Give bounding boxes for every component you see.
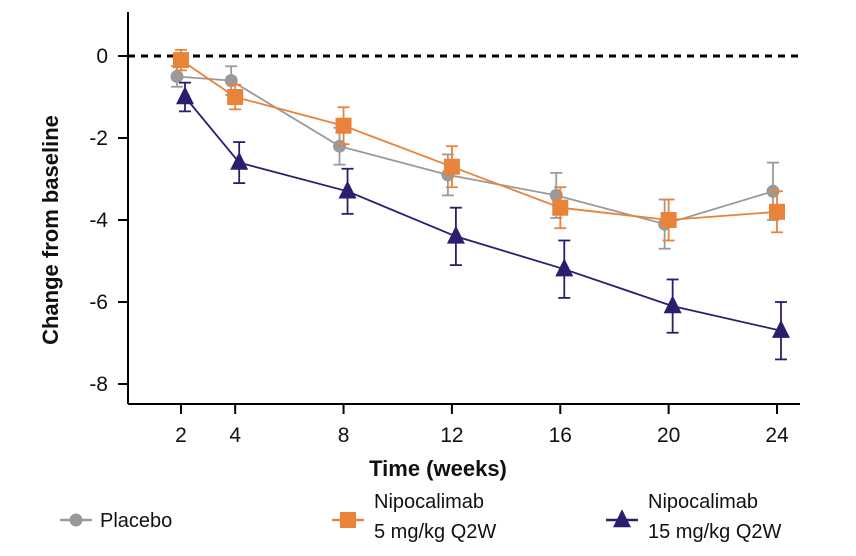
data-point-nipo15 xyxy=(176,86,194,105)
data-point-nipo5 xyxy=(227,89,244,105)
legend-marker xyxy=(340,512,356,528)
series-line-nipo15 xyxy=(184,96,782,332)
series-line-nipo5 xyxy=(180,59,778,221)
legend-item-nipo5: Nipocalimab 5 mg/kg Q2W xyxy=(332,491,496,543)
y-axis-title: Change from baseline xyxy=(38,115,63,345)
data-point-nipo15 xyxy=(446,225,465,244)
series-nipo5 xyxy=(173,48,785,242)
y-tick-label: -2 xyxy=(89,127,108,150)
data-point-nipo5 xyxy=(335,117,352,134)
data-point-nipo5 xyxy=(552,199,569,216)
series-layer xyxy=(170,48,790,361)
x-tick-label: 20 xyxy=(657,424,680,447)
x-tick-label: 16 xyxy=(549,424,572,447)
data-point-nipo5 xyxy=(769,203,785,220)
legend-label: 15 mg/kg Q2W xyxy=(648,521,782,543)
y-tick-label: -6 xyxy=(89,291,108,314)
y-tick-label: -4 xyxy=(89,209,108,232)
series-line-placebo xyxy=(176,75,774,226)
x-axis-title: Time (weeks) xyxy=(369,456,507,481)
data-point-placebo xyxy=(170,70,184,83)
data-point-nipo5 xyxy=(443,158,460,175)
axes: 0-2-4-6-82 4 8 12 16 20 24 xyxy=(89,12,800,447)
legend-label: Nipocalimab xyxy=(648,491,758,513)
data-point-nipo5 xyxy=(660,212,677,228)
data-point-nipo5 xyxy=(173,52,189,69)
data-point-nipo15 xyxy=(555,258,574,277)
data-point-nipo15 xyxy=(338,180,357,199)
data-point-nipo15 xyxy=(772,319,790,338)
legend-marker xyxy=(613,509,631,528)
legend-marker xyxy=(69,513,83,527)
x-tick-label: 4 xyxy=(229,424,241,447)
legend-label: Placebo xyxy=(100,510,172,532)
x-tick-label: 12 xyxy=(440,424,463,447)
x-tick-label: 2 xyxy=(175,424,187,447)
data-point-nipo15 xyxy=(230,151,249,170)
series-placebo xyxy=(170,65,780,250)
series-nipo15 xyxy=(176,81,790,361)
y-tick-label: -8 xyxy=(89,373,108,396)
x-tick-label: 8 xyxy=(338,424,350,447)
legend-label: 5 mg/kg Q2W xyxy=(374,521,496,543)
legend-item-nipo15: Nipocalimab 15 mg/kg Q2W xyxy=(606,491,782,543)
data-point-nipo15 xyxy=(663,295,682,314)
legend-item-placebo: Placebo xyxy=(60,510,172,532)
y-tick-label: 0 xyxy=(96,45,108,68)
legend-label: Nipocalimab xyxy=(374,491,484,513)
x-tick-label: 24 xyxy=(765,424,789,447)
